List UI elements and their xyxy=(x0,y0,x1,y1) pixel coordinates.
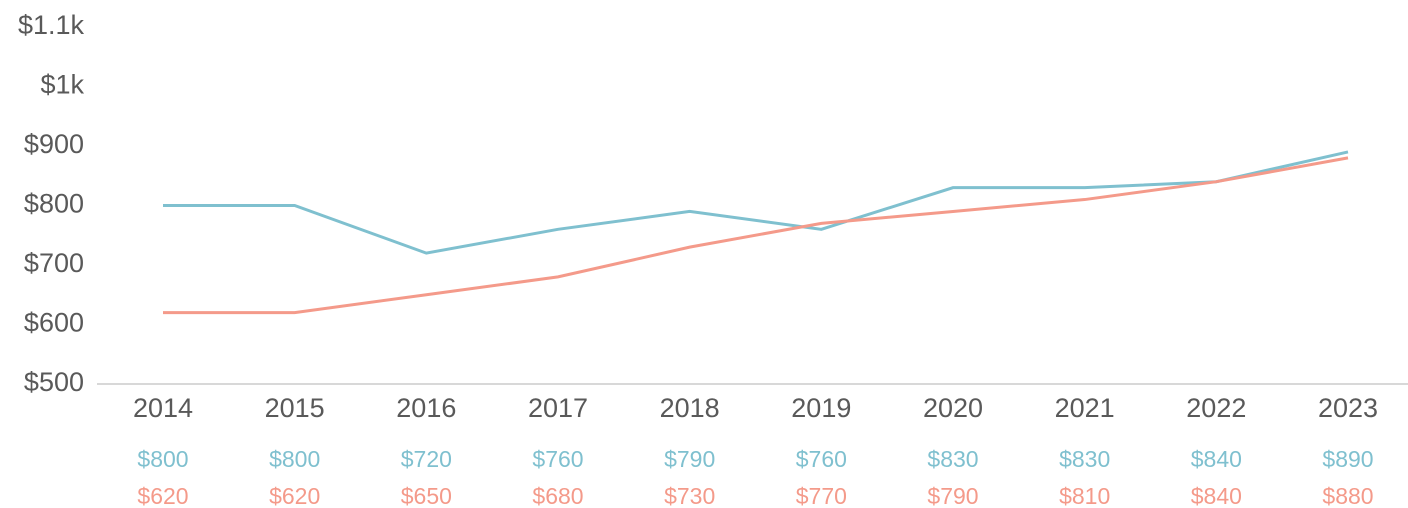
x-tick-label: 2018 xyxy=(660,393,720,423)
x-tick-label: 2014 xyxy=(133,393,193,423)
value-label: $770 xyxy=(796,483,847,508)
value-label: $650 xyxy=(401,483,452,508)
value-label: $790 xyxy=(927,483,978,508)
value-label: $840 xyxy=(1191,483,1242,508)
x-tick-label: 2021 xyxy=(1055,393,1115,423)
value-label: $810 xyxy=(1059,483,1110,508)
x-tick-label: 2017 xyxy=(528,393,588,423)
x-tick-label: 2016 xyxy=(396,393,456,423)
x-tick-label: 2022 xyxy=(1186,393,1246,423)
value-label: $840 xyxy=(1191,446,1242,472)
value-label: $800 xyxy=(269,446,320,472)
series-line xyxy=(163,156,1349,315)
value-label: $760 xyxy=(796,446,847,472)
y-tick-label: $900 xyxy=(24,129,84,159)
value-label: $680 xyxy=(532,483,583,508)
x-tick-label: 2019 xyxy=(791,393,851,423)
value-label: $620 xyxy=(269,483,320,508)
y-tick-label: $800 xyxy=(24,189,84,219)
value-label: $800 xyxy=(137,446,188,472)
y-tick-label: $600 xyxy=(24,308,84,338)
y-tick-label: $700 xyxy=(24,248,84,278)
x-tick-label: 2020 xyxy=(923,393,983,423)
series-line xyxy=(163,150,1349,255)
value-label: $790 xyxy=(664,446,715,472)
y-tick-label: $500 xyxy=(24,367,84,397)
x-tick-label: 2015 xyxy=(265,393,325,423)
value-label: $760 xyxy=(532,446,583,472)
value-label: $620 xyxy=(137,483,188,508)
value-label: $830 xyxy=(927,446,978,472)
value-label: $720 xyxy=(401,446,452,472)
x-tick-label: 2023 xyxy=(1318,393,1378,423)
y-tick-label: $1.1k xyxy=(18,10,85,40)
y-tick-label: $1k xyxy=(40,70,84,100)
value-label: $890 xyxy=(1322,446,1373,472)
value-label: $830 xyxy=(1059,446,1110,472)
value-label: $730 xyxy=(664,483,715,508)
value-label: $880 xyxy=(1322,483,1373,508)
